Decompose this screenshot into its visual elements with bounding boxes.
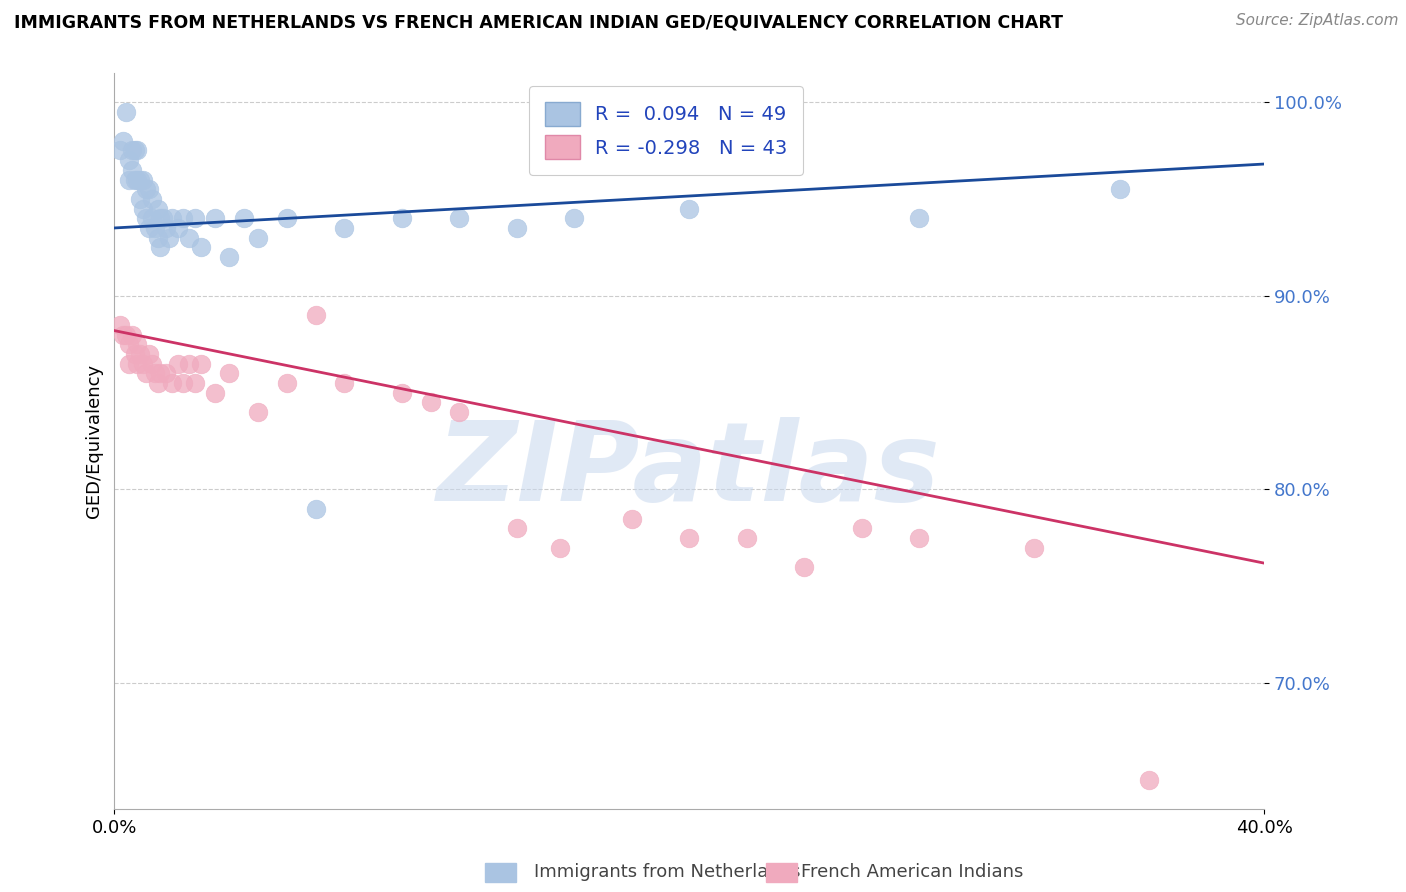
Point (166, 221, 188, 235)
Legend: R =  0.094   N = 49, R = -0.298   N = 43: R = 0.094 N = 49, R = -0.298 N = 43 (529, 87, 803, 175)
Text: ZIPatlas: ZIPatlas (437, 417, 941, 524)
Point (118, 357, 141, 371)
Text: French American Indians: French American Indians (801, 863, 1024, 881)
Point (562, 211, 585, 226)
Point (160, 376, 183, 390)
Point (172, 211, 194, 226)
Point (127, 172, 149, 186)
Point (449, 211, 471, 226)
Point (115, 327, 138, 342)
Point (449, 405, 471, 419)
Point (124, 144, 146, 158)
Point (304, 501, 326, 516)
Point (143, 221, 166, 235)
Point (506, 521, 529, 535)
Point (127, 357, 149, 371)
Point (129, 192, 152, 206)
Point (149, 366, 172, 380)
Point (166, 357, 188, 371)
Point (155, 221, 177, 235)
Point (135, 211, 157, 226)
Point (218, 250, 240, 264)
Point (333, 221, 356, 235)
Point (129, 347, 152, 361)
Point (121, 162, 143, 177)
Point (152, 211, 174, 226)
Point (135, 366, 157, 380)
Point (247, 230, 270, 244)
Point (124, 172, 146, 186)
Point (204, 211, 226, 226)
Point (141, 211, 163, 226)
Text: Immigrants from Netherlands: Immigrants from Netherlands (534, 863, 801, 881)
Point (108, 318, 131, 332)
Point (184, 376, 207, 390)
Point (793, 560, 815, 574)
Point (190, 240, 212, 254)
Y-axis label: GED/Equivalency: GED/Equivalency (86, 364, 103, 518)
Point (419, 395, 441, 409)
Point (146, 202, 169, 216)
Point (190, 357, 212, 371)
Point (124, 347, 146, 361)
Point (132, 357, 155, 371)
Point (735, 531, 758, 545)
Point (138, 221, 160, 235)
Point (146, 376, 169, 390)
Point (276, 376, 298, 390)
Point (218, 366, 240, 380)
Point (276, 211, 298, 226)
Point (247, 405, 270, 419)
Point (620, 511, 643, 525)
Point (851, 521, 873, 535)
Point (1109, 182, 1132, 196)
Point (1024, 541, 1046, 555)
Point (132, 172, 155, 186)
Point (112, 327, 135, 342)
Point (146, 230, 169, 244)
Point (333, 376, 356, 390)
Point (118, 337, 141, 351)
Point (184, 211, 207, 226)
Point (149, 240, 172, 254)
Point (908, 531, 931, 545)
Point (232, 211, 254, 226)
Point (157, 230, 180, 244)
Point (121, 144, 143, 158)
Point (149, 211, 172, 226)
Point (138, 182, 160, 196)
Point (204, 385, 226, 400)
Point (678, 531, 700, 545)
Point (129, 172, 152, 186)
Point (179, 230, 201, 244)
Point (115, 104, 138, 119)
Point (132, 202, 155, 216)
Point (141, 357, 163, 371)
Point (179, 357, 201, 371)
Point (391, 385, 413, 400)
Point (160, 211, 183, 226)
Text: Source: ZipAtlas.com: Source: ZipAtlas.com (1236, 13, 1399, 29)
Point (548, 541, 571, 555)
Point (678, 202, 700, 216)
Point (391, 211, 413, 226)
Point (304, 308, 326, 322)
Point (143, 366, 166, 380)
Point (908, 211, 931, 226)
Point (138, 347, 160, 361)
Point (108, 144, 131, 158)
Point (112, 134, 135, 148)
Point (121, 327, 143, 342)
Point (118, 153, 141, 168)
Point (172, 376, 194, 390)
Text: IMMIGRANTS FROM NETHERLANDS VS FRENCH AMERICAN INDIAN GED/EQUIVALENCY CORRELATIO: IMMIGRANTS FROM NETHERLANDS VS FRENCH AM… (14, 13, 1063, 31)
Point (155, 366, 177, 380)
Point (506, 221, 529, 235)
Point (135, 182, 157, 196)
Point (127, 337, 149, 351)
Point (127, 144, 149, 158)
Point (141, 192, 163, 206)
Point (118, 172, 141, 186)
Point (1137, 773, 1160, 788)
